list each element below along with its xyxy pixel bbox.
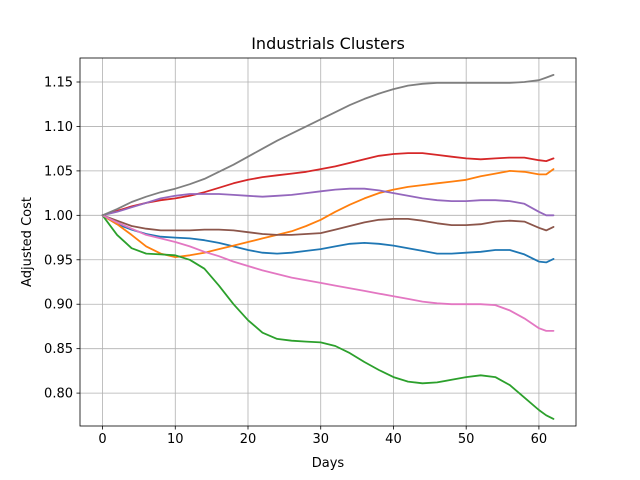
series-line-8 — [101, 74, 555, 217]
x-tick-label: 10 — [167, 432, 184, 447]
x-tick-label: 60 — [531, 432, 548, 447]
x-tick-label: 20 — [240, 432, 257, 447]
x-tick-label: 50 — [458, 432, 475, 447]
series-line-6 — [101, 214, 555, 236]
x-tick-label: 0 — [98, 432, 106, 447]
plot-area — [80, 58, 576, 426]
series-line-5 — [101, 187, 555, 217]
x-axis-label: Days — [312, 456, 345, 471]
y-tick-label: 1.05 — [44, 164, 73, 179]
x-tick-label: 40 — [385, 432, 402, 447]
y-tick-label: 0.95 — [44, 253, 73, 268]
y-tick-label: 0.80 — [44, 387, 73, 402]
plot-frame — [79, 57, 577, 427]
y-axis-label: Adjusted Cost — [20, 197, 35, 287]
series-line-7 — [101, 214, 555, 332]
series-line-4 — [101, 152, 555, 217]
series-line-3 — [101, 214, 555, 420]
y-tick-label: 0.90 — [44, 298, 73, 313]
y-tick-label: 1.15 — [44, 76, 73, 91]
y-tick-label: 1.00 — [44, 209, 73, 224]
x-tick-label: 30 — [312, 432, 329, 447]
series-lines — [101, 74, 555, 420]
series-line-1 — [101, 214, 555, 264]
y-axis-ticks: 0.80 0.85 0.90 0.95 1.00 1.05 1.10 1.15 — [44, 76, 80, 402]
y-tick-label: 1.10 — [44, 120, 73, 135]
chart-title: Industrials Clusters — [251, 34, 405, 53]
x-axis-ticks: 0 10 20 30 40 50 60 — [98, 426, 547, 447]
y-tick-label: 0.85 — [44, 342, 73, 357]
